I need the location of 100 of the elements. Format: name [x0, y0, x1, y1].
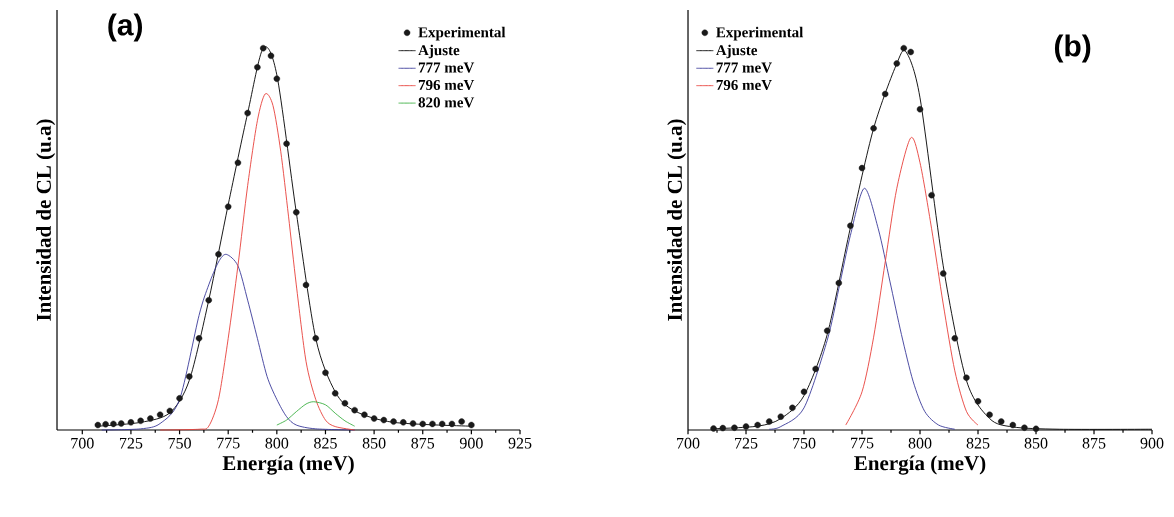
- point: [468, 421, 475, 429]
- point: [777, 413, 785, 420]
- point: [438, 420, 446, 428]
- x-tick-label: 800: [908, 437, 932, 449]
- point: [998, 418, 1005, 425]
- point: [400, 419, 407, 426]
- point: [137, 417, 144, 425]
- point: [186, 373, 193, 380]
- point: [332, 390, 339, 397]
- x-tick-label: 800: [265, 437, 289, 449]
- point: [812, 365, 819, 373]
- point: [205, 296, 212, 304]
- point: [390, 418, 397, 425]
- point: [244, 109, 251, 117]
- point: [448, 420, 456, 428]
- x-tick-label: 750: [168, 437, 191, 449]
- x-tick-label: 700: [677, 437, 700, 449]
- point: [789, 404, 796, 412]
- x-tick-label: 875: [411, 437, 435, 449]
- legend-label: 777 meV: [418, 62, 475, 73]
- point: [370, 415, 378, 422]
- x-tick-label: 700: [71, 437, 94, 449]
- point: [293, 209, 300, 216]
- point: [176, 395, 183, 402]
- x-tick-label: 775: [217, 437, 240, 449]
- legend-label: Ajuste: [418, 44, 460, 59]
- point: [974, 398, 982, 405]
- point: [215, 251, 222, 258]
- point: [900, 44, 907, 52]
- point: [940, 270, 947, 277]
- point: [267, 52, 275, 60]
- legend-label: 777 meV: [716, 62, 772, 73]
- point: [986, 411, 993, 418]
- point: [94, 421, 102, 429]
- point: [742, 423, 750, 430]
- point: [110, 420, 117, 428]
- x-tick-label: 900: [459, 437, 483, 449]
- point: [361, 411, 368, 418]
- x-tick-label: 925: [508, 437, 532, 449]
- point: [225, 203, 232, 210]
- x-tick-label: 775: [851, 437, 874, 449]
- point: [719, 424, 727, 432]
- text: (a): [108, 13, 143, 42]
- point: [102, 421, 109, 428]
- y-axis-title: Intensidad de CL (u.a): [667, 119, 687, 321]
- point: [893, 60, 901, 67]
- point: [907, 48, 914, 56]
- point: [824, 327, 831, 334]
- point: [260, 44, 267, 52]
- point: [766, 418, 773, 425]
- legend-label: 820 meV: [418, 97, 475, 108]
- point: [234, 159, 242, 166]
- point: [731, 424, 738, 431]
- x-tick-label: 850: [1024, 437, 1048, 449]
- point: [928, 191, 935, 199]
- x-tick-label: 725: [735, 437, 758, 449]
- point: [409, 420, 417, 427]
- x-tick-label: 825: [314, 437, 337, 449]
- point: [835, 279, 843, 287]
- x-tick-label: 850: [362, 437, 386, 449]
- x-tick-label: 900: [1140, 437, 1164, 449]
- annotation: (b): [1054, 34, 1091, 63]
- point: [858, 164, 866, 172]
- point: [147, 415, 154, 422]
- legend-label: Experimental: [716, 26, 804, 41]
- point: [847, 222, 854, 229]
- point: [882, 90, 889, 98]
- point: [1032, 425, 1040, 433]
- point: [1021, 424, 1028, 431]
- point: [710, 425, 717, 432]
- point: [254, 64, 261, 71]
- point: [127, 419, 135, 426]
- point: [951, 335, 959, 342]
- point: [754, 421, 761, 429]
- point: [322, 369, 329, 376]
- point: [800, 388, 808, 396]
- point: [302, 281, 310, 289]
- x-tick-label: 875: [1082, 437, 1106, 449]
- point: [273, 75, 281, 82]
- legend-label: Experimental: [418, 26, 506, 41]
- point: [380, 416, 388, 424]
- x-tick-label: 725: [119, 437, 143, 449]
- x-tick-label: 750: [793, 437, 816, 449]
- point: [458, 418, 465, 425]
- point: [351, 406, 358, 414]
- point: [166, 407, 174, 415]
- point: [156, 411, 164, 418]
- legend-label: Ajuste: [715, 44, 758, 59]
- legend-label: 796 meV: [418, 79, 475, 91]
- point: [283, 140, 290, 147]
- point: [341, 400, 349, 407]
- point: [916, 106, 924, 113]
- legend-label: 796 meV: [716, 79, 772, 91]
- y-axis-title: Intensidad de CL (u.a): [36, 119, 56, 321]
- point: [963, 374, 970, 381]
- point: [870, 125, 877, 132]
- point: [429, 420, 436, 428]
- x-axis-title: Energía (meV): [222, 455, 354, 475]
- point: [1009, 421, 1017, 429]
- point: [419, 420, 426, 428]
